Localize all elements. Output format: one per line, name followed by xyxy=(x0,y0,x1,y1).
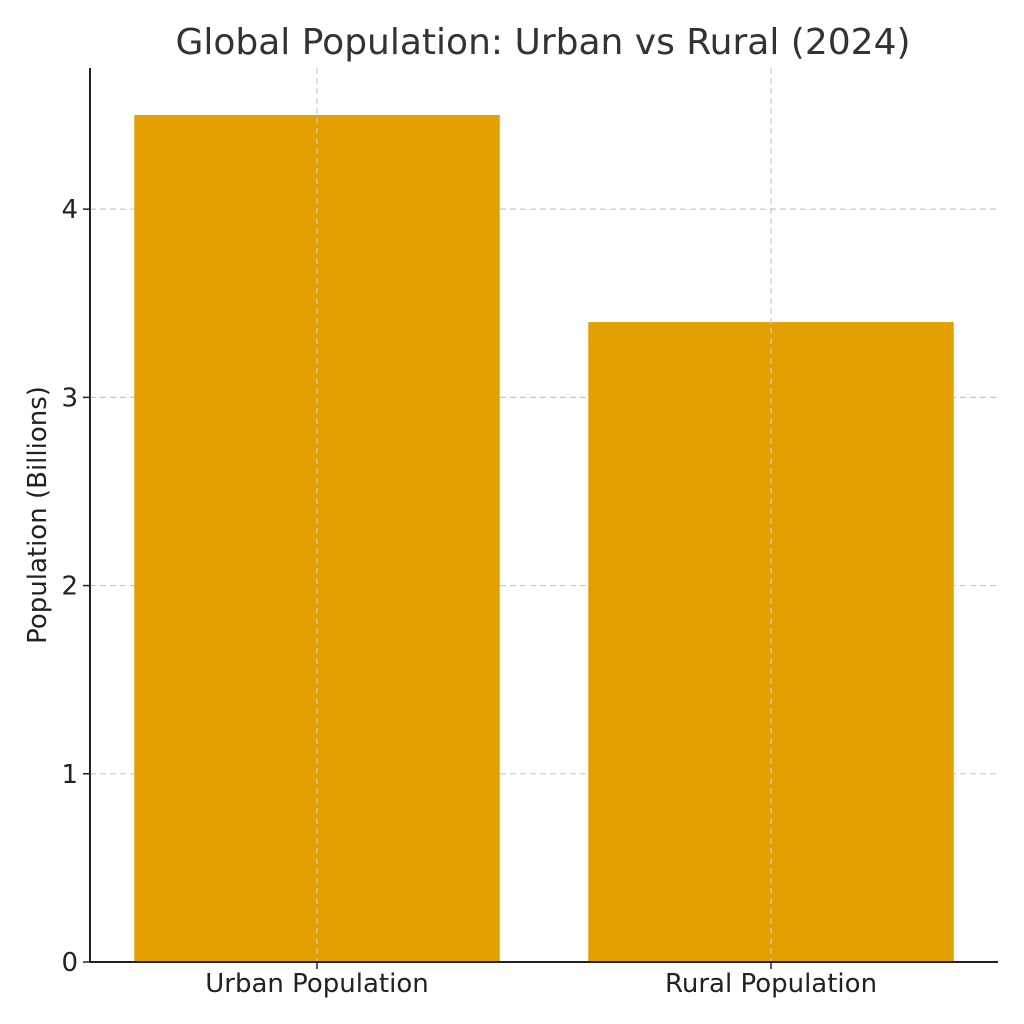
bar-layer xyxy=(134,115,954,963)
y-axis-label: Population (Billions) xyxy=(23,386,53,644)
y-tick-label: 4 xyxy=(61,195,78,225)
chart-title: Global Population: Urban vs Rural (2024) xyxy=(175,22,910,63)
vertical-grid-layer xyxy=(316,68,772,962)
axis-layer xyxy=(89,68,998,963)
tick-layer: 0 1 2 3 4 Urban Population Rural Population xyxy=(61,195,877,999)
x-tick-label: Rural Population xyxy=(665,969,877,999)
y-tick-label: 1 xyxy=(61,760,78,790)
y-tick-label: 0 xyxy=(61,948,78,978)
y-tick-label: 2 xyxy=(61,572,78,602)
y-tick-label: 3 xyxy=(61,383,78,413)
x-tick-label: Urban Population xyxy=(205,969,429,999)
